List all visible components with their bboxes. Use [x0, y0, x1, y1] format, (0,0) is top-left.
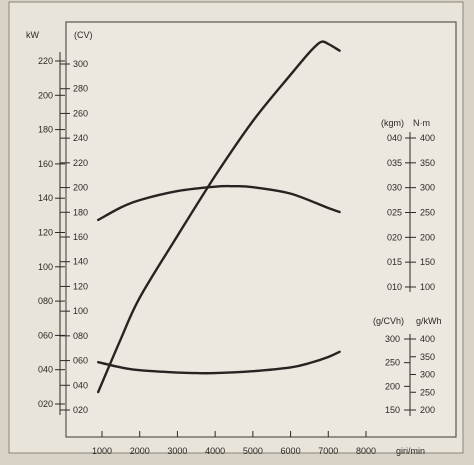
- kw-tick-label: 040: [38, 365, 53, 375]
- cv-tick-label: 140: [73, 257, 88, 267]
- gkwh-tick-label: 250: [420, 387, 435, 397]
- kgm-axis-unit: (kgm): [381, 118, 404, 128]
- kw-tick-label: 220: [38, 56, 53, 66]
- kw-tick-label: 100: [38, 262, 53, 272]
- gkwh-axis-unit: g/kWh: [416, 316, 442, 326]
- cv-tick-label: 280: [73, 84, 88, 94]
- cv-tick-label: 220: [73, 158, 88, 168]
- kgm-tick-label: 010: [387, 282, 402, 292]
- nm-tick-label: 400: [420, 133, 435, 143]
- kw-tick-label: 020: [38, 399, 53, 409]
- kgm-tick-label: 025: [387, 208, 402, 218]
- kw-tick-label: 080: [38, 296, 53, 306]
- x-tick-label: 7000: [318, 446, 338, 456]
- nm-tick-label: 150: [420, 257, 435, 267]
- power-curve: [97, 40, 341, 394]
- gcvh-tick-label: 150: [385, 405, 400, 415]
- kw-tick-label: 160: [38, 159, 53, 169]
- gcvh-tick-label: 200: [385, 381, 400, 391]
- series-layer: [97, 40, 341, 394]
- x-tick-label: 4000: [205, 446, 225, 456]
- nm-axis-unit: N·m: [413, 118, 430, 128]
- kw-tick-label: 060: [38, 330, 53, 340]
- cv-tick-label: 300: [73, 59, 88, 69]
- kgm-tick-label: 040: [387, 133, 402, 143]
- kw-axis-unit: kW: [26, 30, 40, 40]
- cv-tick-label: 160: [73, 232, 88, 242]
- cv-tick-label: 100: [73, 306, 88, 316]
- x-tick-label: 8000: [356, 446, 376, 456]
- cv-tick-label: 020: [73, 405, 88, 415]
- x-axis-label: giri/min: [396, 446, 425, 456]
- gkwh-tick-label: 300: [420, 370, 435, 380]
- plot-area: [65, 21, 457, 438]
- kgm-tick-label: 015: [387, 257, 402, 267]
- gcvh-axis-unit: (g/CVh): [373, 316, 404, 326]
- kw-tick-label: 180: [38, 125, 53, 135]
- x-tick-label: 1000: [92, 446, 112, 456]
- torque-curve: [97, 184, 341, 222]
- kgm-tick-label: 030: [387, 183, 402, 193]
- nm-tick-label: 300: [420, 183, 435, 193]
- cv-tick-label: 080: [73, 331, 88, 341]
- x-tick-label: 2000: [130, 446, 150, 456]
- kw-tick-label: 120: [38, 228, 53, 238]
- gkwh-tick-label: 400: [420, 334, 435, 344]
- kw-tick-label: 140: [38, 193, 53, 203]
- cv-tick-label: 120: [73, 281, 88, 291]
- x-tick-label: 5000: [243, 446, 263, 456]
- gkwh-tick-label: 200: [420, 405, 435, 415]
- gcvh-tick-label: 300: [385, 334, 400, 344]
- kw-tick-label: 200: [38, 90, 53, 100]
- cv-axis-unit: (CV): [74, 30, 93, 40]
- cv-tick-label: 180: [73, 207, 88, 217]
- nm-tick-label: 200: [420, 232, 435, 242]
- cv-tick-label: 240: [73, 133, 88, 143]
- axes-layer: 220 200 180 160 140 120 100 080 060 040 020 300 280 2…: [38, 52, 435, 456]
- gkwh-tick-label: 350: [420, 352, 435, 362]
- kgm-tick-label: 035: [387, 158, 402, 168]
- nm-tick-label: 350: [420, 158, 435, 168]
- gcvh-tick-label: 250: [385, 358, 400, 368]
- x-tick-label: 3000: [167, 446, 187, 456]
- x-tick-label: 6000: [281, 446, 301, 456]
- nm-tick-label: 250: [420, 208, 435, 218]
- cv-tick-label: 200: [73, 183, 88, 193]
- kgm-tick-label: 020: [387, 232, 402, 242]
- cv-tick-label: 260: [73, 108, 88, 118]
- nm-tick-label: 100: [420, 282, 435, 292]
- consumption-curve: [97, 350, 341, 375]
- cv-tick-label: 060: [73, 356, 88, 366]
- cv-tick-label: 040: [73, 380, 88, 390]
